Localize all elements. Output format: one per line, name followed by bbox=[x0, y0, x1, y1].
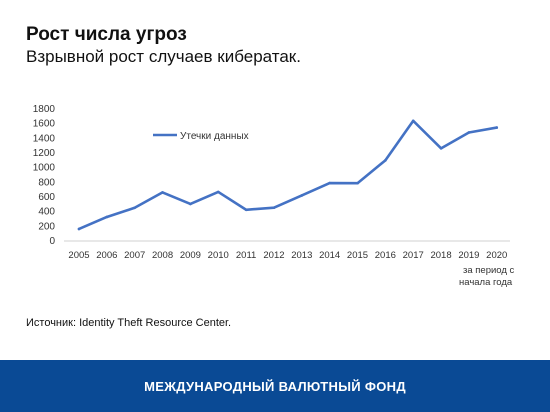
y-tick-label: 1800 bbox=[33, 104, 56, 115]
y-tick-label: 0 bbox=[49, 236, 55, 247]
x-tick-label: 2011 bbox=[236, 250, 256, 261]
data-point bbox=[133, 206, 136, 210]
y-tick-label: 600 bbox=[38, 192, 55, 203]
data-point bbox=[105, 215, 109, 219]
x-tick-label: 2006 bbox=[96, 250, 117, 261]
data-point bbox=[356, 181, 359, 185]
y-tick-label: 400 bbox=[38, 207, 55, 218]
x-tick-label: 2014 bbox=[319, 250, 340, 261]
data-point bbox=[300, 194, 304, 197]
data-point bbox=[161, 191, 164, 194]
x-note-line-1: за период с bbox=[463, 265, 515, 276]
data-point bbox=[216, 190, 220, 194]
footer-label: МЕЖДУНАРОДНЫЙ ВАЛЮТНЫЙ ФОНД bbox=[144, 378, 406, 394]
chart-title: Рост числа угроз bbox=[26, 24, 187, 45]
x-tick-label: 2009 bbox=[180, 250, 201, 261]
source-note: Источник: Identity Theft Resource Center… bbox=[26, 317, 232, 329]
y-tick-label: 1000 bbox=[33, 163, 56, 174]
data-point bbox=[439, 147, 443, 150]
y-tick-label: 1400 bbox=[33, 133, 56, 144]
x-tick-label: 2012 bbox=[263, 250, 284, 261]
data-point bbox=[189, 202, 192, 206]
x-tick-label: 2008 bbox=[152, 250, 173, 261]
series-points bbox=[77, 119, 499, 231]
data-point bbox=[77, 227, 81, 231]
y-tick-label: 200 bbox=[38, 221, 55, 232]
y-tick-label: 1600 bbox=[33, 119, 56, 130]
legend-label: Утечки данных bbox=[180, 131, 249, 142]
data-point bbox=[328, 181, 331, 185]
y-axis-ticks: 0 200 400 600 800 1000 1200 1400 1600 1800 bbox=[33, 104, 56, 247]
data-point bbox=[467, 131, 471, 134]
x-tick-label: 2013 bbox=[291, 250, 312, 261]
series-line-data-breaches bbox=[77, 119, 499, 231]
footer-banner: МЕЖДУНАРОДНЫЙ ВАЛЮТНЫЙ ФОНД bbox=[0, 360, 550, 412]
x-tick-label: 2020 bbox=[486, 250, 507, 261]
legend: Утечки данных bbox=[153, 131, 249, 142]
x-tick-label: 2018 bbox=[430, 250, 451, 261]
y-tick-label: 800 bbox=[38, 177, 55, 188]
data-point bbox=[244, 208, 248, 212]
x-tick-label: 2019 bbox=[458, 250, 479, 261]
y-tick-label: 1200 bbox=[33, 148, 56, 159]
data-point bbox=[411, 119, 415, 123]
x-tick-label: 2016 bbox=[375, 250, 396, 261]
data-point bbox=[272, 206, 276, 210]
x-note-line-2: начала года bbox=[459, 277, 513, 288]
x-tick-label: 2007 bbox=[124, 250, 145, 261]
x-tick-label: 2010 bbox=[208, 250, 229, 261]
data-point bbox=[495, 126, 499, 129]
x-tick-label: 2015 bbox=[347, 250, 368, 261]
x-tick-label: 2017 bbox=[403, 250, 424, 261]
chart-subtitle: Взрывной рост случаев кибератак. bbox=[26, 47, 301, 66]
data-point bbox=[384, 159, 387, 162]
x-tick-label: 2005 bbox=[68, 250, 89, 261]
x-axis-ticks: 2005 2006 2007 2008 2009 2010 2011 2012 2013 2014… bbox=[68, 250, 507, 261]
